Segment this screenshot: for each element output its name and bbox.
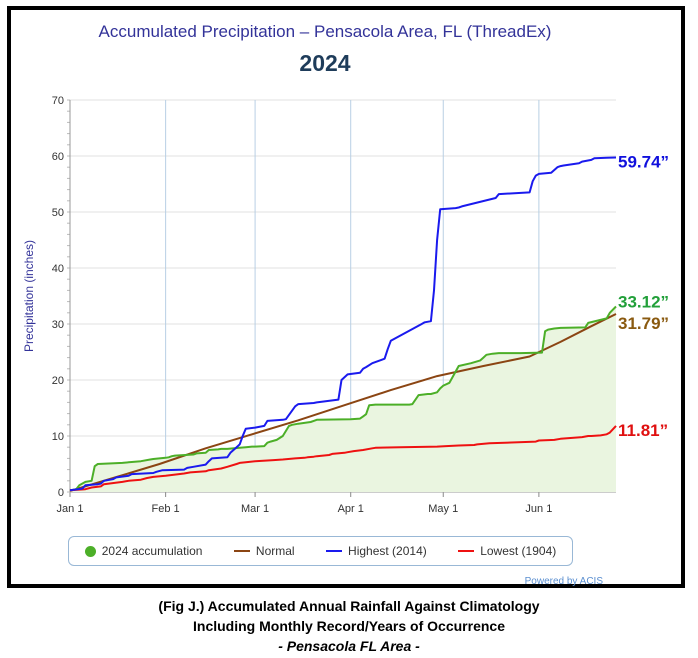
accum-area: [70, 306, 616, 492]
highest-line: [69, 156, 617, 492]
figure-caption: (Fig J.) Accumulated Annual Rainfall Aga…: [0, 596, 698, 656]
legend-item-normal[interactable]: Normal: [233, 544, 295, 558]
x-tick-label: May 1: [428, 503, 458, 515]
end-label-accum: 33.12”: [618, 293, 669, 312]
chart-svg: 0 10 20 30 40 50 60 70 Jan 1 Feb 1 Mar 1 Apr 1 May 1…: [22, 95, 669, 515]
legend-dot-icon: [84, 545, 96, 557]
legend-item-accum[interactable]: 2024 accumulation: [84, 544, 203, 558]
legend-item-highest[interactable]: Highest (2014): [326, 544, 427, 558]
legend-label: Lowest (1904): [480, 544, 557, 558]
y-tick-label: 60: [52, 151, 64, 163]
lowest-line: [69, 425, 617, 492]
y-tick-label: 20: [52, 375, 64, 387]
y-tick-label: 70: [52, 95, 64, 107]
x-tick-label: Feb 1: [152, 503, 180, 515]
chart-title: Accumulated Precipitation – Pensacola Ar…: [98, 22, 552, 41]
caption-line-2: Including Monthly Record/Years of Occurr…: [193, 618, 505, 634]
normal-line: [69, 313, 617, 492]
accum-line: [69, 305, 617, 492]
end-label-highest: 59.74”: [618, 152, 669, 171]
y-tick-label: 50: [52, 207, 64, 219]
x-tick-label: Jun 1: [525, 503, 552, 515]
end-label-normal: 31.79”: [618, 314, 669, 333]
legend-label: 2024 accumulation: [101, 544, 203, 558]
x-tick-label: Apr 1: [338, 503, 364, 515]
y-tick-label: 0: [58, 487, 64, 499]
y-tick-label: 40: [52, 263, 64, 275]
legend-item-lowest[interactable]: Lowest (1904): [458, 544, 556, 558]
legend: 2024 accumulation Normal Highest (2014) …: [68, 536, 573, 566]
y-tick-label: 10: [52, 431, 64, 443]
x-tick-label: Jan 1: [57, 503, 84, 515]
chart-frame: Accumulated Precipitation – Pensacola Ar…: [7, 6, 685, 588]
end-label-lowest: 11.81”: [618, 421, 668, 440]
credits-link[interactable]: Powered by ACIS: [524, 576, 603, 587]
legend-label: Normal: [255, 544, 295, 558]
caption-line-3: - Pensacola FL Area -: [278, 638, 420, 654]
caption-line-1: (Fig J.) Accumulated Annual Rainfall Aga…: [158, 598, 540, 614]
x-tick-label: Mar 1: [241, 503, 269, 515]
legend-line-icon: [326, 550, 343, 552]
legend-line-icon: [233, 550, 250, 552]
chart-subtitle: 2024: [299, 50, 351, 76]
y-tick-label: 30: [52, 319, 64, 331]
legend-label: Highest (2014): [348, 544, 427, 558]
y-axis-title: Precipitation (inches): [22, 240, 36, 352]
legend-line-icon: [458, 550, 475, 552]
